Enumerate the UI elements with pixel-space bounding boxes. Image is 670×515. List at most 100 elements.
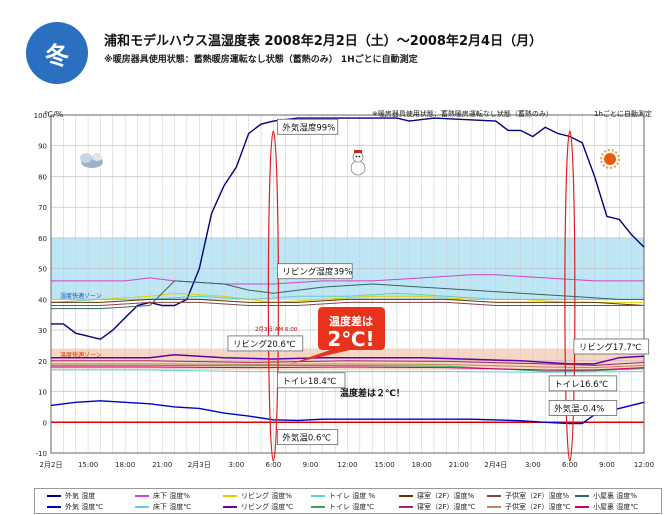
legend-item: 小屋裏 湿度℃	[575, 502, 638, 512]
legend-label: リビング 湿度%	[241, 492, 292, 500]
x-tick-label: 15:00	[374, 461, 394, 469]
annotation-box	[276, 263, 353, 280]
annotation-3: トイレ18.4℃	[276, 372, 346, 389]
annotation-box	[276, 372, 346, 389]
annotation-text: トイレ16.6℃	[554, 380, 608, 390]
humidity-zone-label: 湿度快適ゾーン	[60, 292, 102, 300]
legend-swatch	[47, 495, 61, 497]
annotation-2: リビング20.6℃	[227, 335, 304, 352]
legend-item: 外気 湿度	[47, 491, 95, 501]
difference-inline-note: 温度差は２℃！	[340, 387, 405, 399]
legend-item: 床下 湿度℃	[135, 502, 191, 512]
x-tick-label: 18:00	[412, 461, 432, 469]
legend-swatch	[487, 495, 501, 497]
temperature-zone-label: 温度快適ゾーン	[60, 351, 102, 359]
page-subtitle: ※暖房器具使用状態：蓄熱暖房運転なし状態（蓄熱のみ） 1Hごとに自動測定	[104, 55, 418, 65]
legend-swatch	[47, 506, 61, 508]
series-line-9	[51, 353, 645, 365]
legend-item: 小屋裏 湿度%	[575, 491, 637, 501]
annotation-text: トイレ18.4℃	[282, 377, 336, 387]
annotation-text: 外気湿度99%	[282, 122, 335, 133]
y-tick-label: 50	[38, 266, 47, 274]
legend-label: 子供室（2F）湿度%	[505, 492, 570, 500]
x-tick-label: 9:00	[599, 461, 615, 469]
inner-note: ※暖房器具使用状態：蓄熱暖房運転なし状態（蓄熱のみ）	[372, 109, 553, 118]
legend-item: トイレ 湿度℃	[311, 502, 374, 512]
x-tick-label: 2月4日	[484, 461, 507, 469]
chart-legend: 外気 湿度 床下 湿度% リビング 湿度% トイレ 湿度 % 寝室（2F）湿度% 子供室（…	[34, 488, 662, 514]
difference-label: 温度差は	[329, 314, 373, 328]
legend-swatch	[575, 506, 589, 508]
annotation-text: リビング20.6℃	[233, 339, 296, 350]
y-tick-label: 10	[38, 389, 47, 397]
season-badge: 冬	[26, 22, 88, 84]
legend-item: 寝室（2F）湿度℃	[399, 502, 475, 512]
page-title: 浦和モデルハウス温湿度表 2008年2月2日（土）～2008年2月4日（月）	[104, 34, 543, 49]
legend-item: リビング 湿度℃	[223, 502, 293, 512]
annotation-1: リビング湿度39%	[276, 263, 353, 280]
x-tick-label: 12:00	[634, 461, 654, 469]
annotation-box	[276, 429, 339, 446]
series-line-13	[51, 366, 645, 371]
annotation-0: 外気湿度99%	[276, 118, 339, 135]
x-tick-label: 21:00	[152, 461, 172, 469]
y-tick-label: 40	[38, 296, 47, 304]
y-tick-label: 70	[38, 204, 47, 212]
series-line-0	[51, 117, 645, 341]
legend-swatch	[135, 506, 149, 508]
sun-icon	[600, 149, 620, 169]
x-tick-label: 3:00	[525, 461, 541, 469]
cloud-icon	[80, 153, 103, 168]
legend-label: 寝室（2F）湿度%	[417, 492, 475, 500]
legend-swatch	[311, 495, 325, 497]
y-tick-label: 30	[38, 327, 47, 335]
x-tick-label: 2月2日	[40, 461, 63, 469]
annotation-box	[573, 338, 650, 355]
legend-swatch	[399, 506, 413, 508]
annotation-box	[227, 335, 304, 352]
y-tick-label: 0	[43, 419, 47, 427]
annotation-7: 外気温-0.4%	[548, 400, 618, 416]
annotation-text: リビング17.7℃	[579, 342, 642, 353]
annotation-4: 外気温0.6℃	[276, 429, 339, 446]
legend-label: 小屋裏 湿度%	[593, 492, 637, 500]
annotation-text: 外気温0.6℃	[282, 433, 331, 444]
y-tick-label: 100	[34, 112, 47, 120]
legend-label: 子供室（2F）湿度℃	[505, 503, 571, 511]
x-tick-label: 2月3日	[188, 461, 211, 469]
y-tick-label: -10	[36, 450, 47, 458]
legend-label: 床下 湿度℃	[153, 503, 192, 511]
annotation-box	[276, 118, 339, 135]
legend-item: リビング 湿度%	[223, 491, 292, 501]
annotation-5: リビング17.7℃	[573, 338, 650, 355]
legend-item: トイレ 湿度 %	[311, 491, 375, 501]
annotation-text: 外気温-0.4%	[554, 403, 604, 414]
x-tick-label: 9:00	[303, 461, 319, 469]
x-tick-label: 15:00	[78, 461, 98, 469]
series-line-8	[51, 369, 645, 373]
annotation-box	[548, 400, 618, 416]
legend-label: トイレ 湿度℃	[329, 503, 375, 511]
series-line-5	[51, 301, 644, 306]
series-line-1	[51, 274, 644, 285]
legend-swatch	[311, 506, 325, 508]
snowman-icon	[350, 150, 366, 176]
annotation-text: リビング湿度39%	[282, 267, 352, 278]
legend-item: 子供室（2F）湿度℃	[487, 502, 570, 512]
highlight-ellipse-0	[267, 130, 279, 462]
temperature-difference-callout: 温度差は 2℃!	[290, 307, 385, 364]
x-tick-label: 6:00	[562, 461, 578, 469]
legend-swatch	[487, 506, 501, 508]
y-tick-label: 90	[38, 143, 47, 151]
legend-item: 床下 湿度%	[135, 491, 190, 501]
legend-label: リビング 湿度℃	[241, 503, 294, 511]
annotation-6: トイレ16.6℃	[548, 375, 618, 392]
y-axis-label: ℃/%	[44, 110, 64, 119]
x-tick-label: 6:00	[266, 461, 282, 469]
y-tick-label: 20	[38, 358, 47, 366]
plot-frame	[50, 114, 645, 454]
y-tick-label: 80	[38, 173, 47, 181]
x-tick-label: 18:00	[115, 461, 135, 469]
legend-swatch	[399, 495, 413, 497]
